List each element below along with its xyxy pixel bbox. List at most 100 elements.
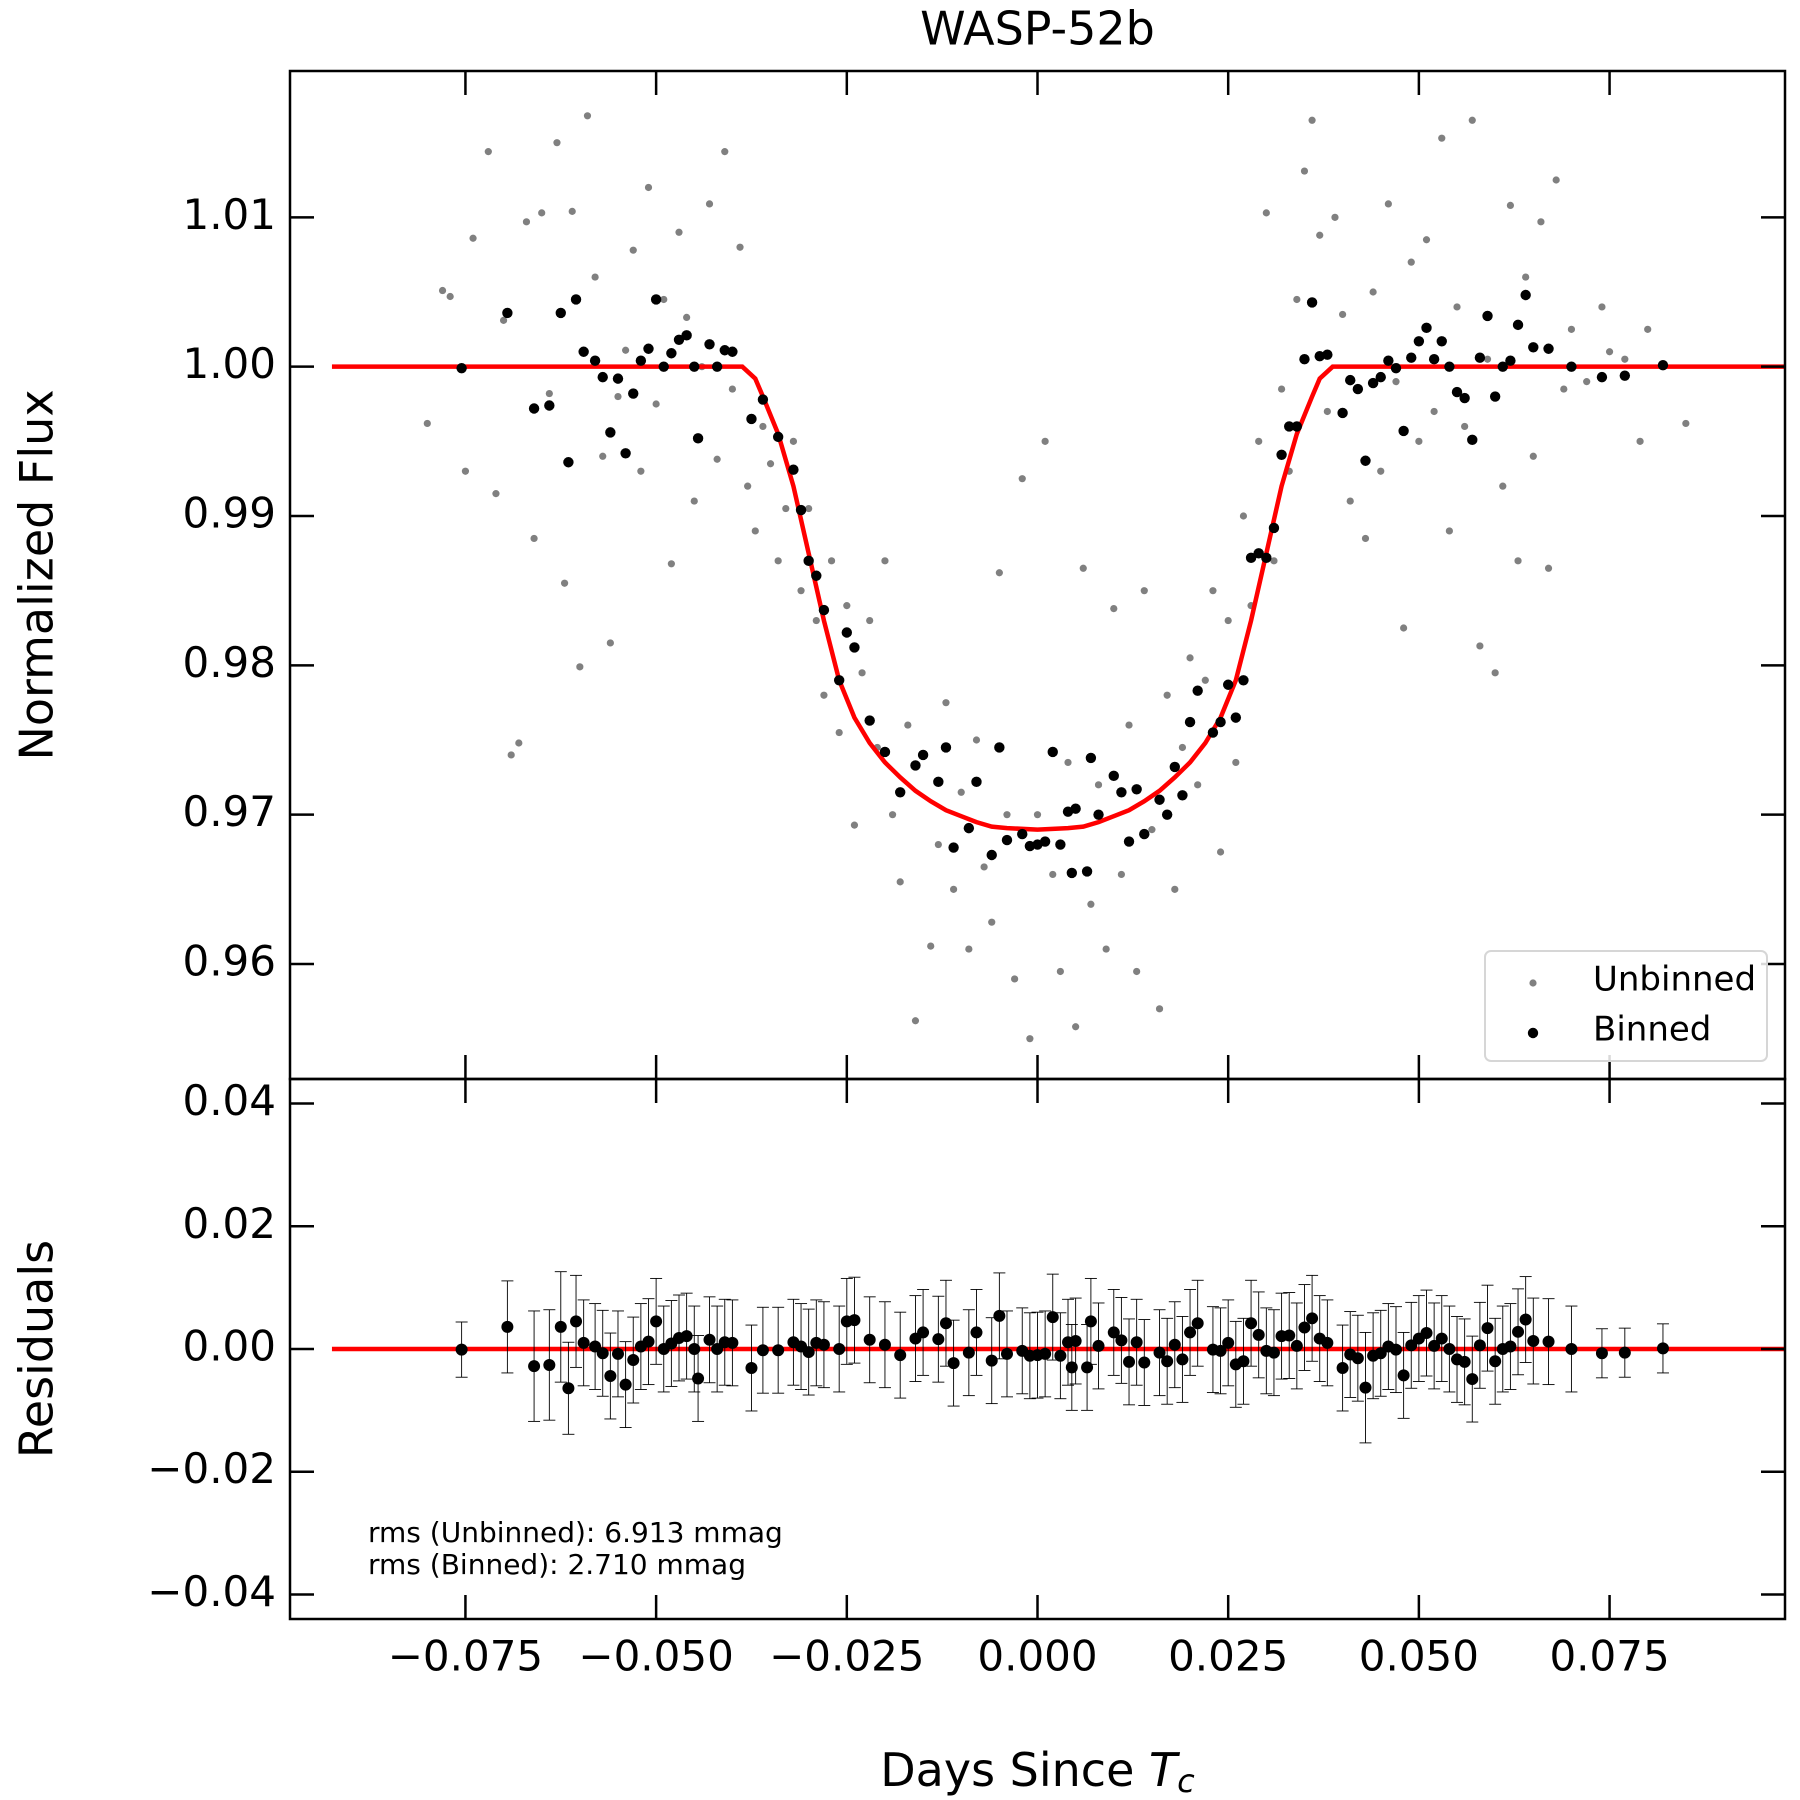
residual-point	[692, 1372, 705, 1385]
data-point	[1621, 355, 1629, 363]
residual-point	[1481, 1322, 1494, 1335]
data-point	[1064, 758, 1072, 767]
data-point	[1139, 828, 1150, 840]
data-point	[972, 736, 981, 744]
data-point	[1177, 790, 1188, 801]
data-point	[1123, 836, 1135, 847]
data-point	[994, 742, 1005, 753]
data-point	[772, 431, 784, 443]
residual-point	[1046, 1311, 1059, 1324]
data-point	[1322, 349, 1333, 360]
data-point	[1093, 809, 1104, 820]
data-point	[1476, 642, 1484, 650]
data-point	[759, 422, 767, 431]
residual-point	[1527, 1335, 1540, 1348]
x-tick-label: −0.025	[769, 1632, 924, 1681]
data-point	[515, 739, 523, 747]
data-point	[1001, 834, 1013, 846]
residual-point	[756, 1344, 769, 1357]
data-point	[1072, 1023, 1080, 1031]
data-point	[881, 557, 889, 565]
data-point	[1438, 134, 1446, 142]
data-point	[522, 218, 531, 226]
data-point	[1474, 352, 1486, 363]
data-point	[1400, 624, 1408, 632]
y-tick-label: −0.04	[147, 1567, 276, 1616]
data-point	[818, 604, 830, 616]
data-point	[1383, 355, 1394, 366]
x-tick-label: −0.050	[578, 1632, 733, 1681]
residual-point	[947, 1357, 960, 1370]
data-point	[1261, 552, 1272, 564]
residual-point	[1519, 1313, 1532, 1326]
data-point	[644, 183, 653, 192]
data-point	[1339, 310, 1347, 319]
data-point	[1041, 437, 1049, 445]
residual-point	[1420, 1327, 1433, 1340]
data-point	[1346, 497, 1354, 505]
residual-point	[1466, 1373, 1479, 1386]
residual-point	[680, 1330, 693, 1343]
residual-point	[1245, 1317, 1258, 1330]
data-point	[904, 721, 912, 729]
data-point	[1055, 839, 1066, 850]
data-point	[727, 346, 738, 357]
residual-point	[611, 1347, 624, 1360]
y-tick-label: 1.00	[182, 339, 276, 388]
x-tick-label: 0.075	[1549, 1632, 1669, 1681]
data-point	[1291, 421, 1303, 432]
data-point	[1033, 811, 1042, 819]
residual-point	[993, 1309, 1006, 1322]
data-point	[1215, 716, 1226, 728]
data-point	[614, 392, 622, 401]
residual-point	[1351, 1352, 1364, 1365]
data-point	[1026, 1035, 1034, 1043]
data-point	[1284, 421, 1295, 432]
data-point	[1056, 967, 1064, 976]
data-point	[1306, 297, 1318, 308]
data-point	[1506, 201, 1515, 209]
data-point	[1468, 116, 1476, 124]
x-tick-label: 0.025	[1168, 1632, 1288, 1681]
data-point	[1308, 116, 1316, 124]
data-point	[910, 760, 921, 771]
data-point	[1268, 522, 1280, 534]
data-point	[507, 751, 515, 759]
data-point	[1117, 870, 1126, 879]
residual-point	[1443, 1343, 1456, 1355]
data-point	[1560, 385, 1568, 393]
residual-point	[939, 1317, 952, 1330]
data-point	[438, 286, 447, 295]
data-point	[948, 842, 959, 853]
data-point	[704, 339, 715, 350]
data-point	[1497, 361, 1508, 372]
y-tick-label: 0.97	[182, 787, 276, 836]
data-point	[681, 330, 692, 341]
data-point	[1453, 303, 1461, 311]
legend-box	[1484, 950, 1768, 1062]
residual-point	[1039, 1347, 1052, 1360]
data-point	[1224, 616, 1232, 625]
data-point	[1087, 900, 1095, 908]
data-point	[1520, 289, 1531, 301]
data-point	[751, 527, 759, 535]
residual-point	[878, 1338, 891, 1351]
y-tick-label: 0.04	[182, 1076, 276, 1125]
data-point	[1682, 419, 1690, 428]
data-point	[530, 534, 538, 543]
data-point	[1216, 848, 1225, 856]
data-point	[667, 560, 675, 568]
data-point	[1544, 564, 1553, 572]
y-tick-label: 0.98	[182, 638, 276, 687]
data-point	[757, 394, 769, 405]
data-point	[1161, 809, 1173, 820]
y-tick-label: 0.96	[182, 937, 276, 986]
data-point	[675, 228, 683, 236]
data-point	[1293, 295, 1301, 304]
data-point	[927, 942, 935, 950]
residual-point	[1473, 1339, 1486, 1352]
data-point	[1407, 258, 1415, 266]
data-point	[1253, 548, 1264, 559]
data-point	[1110, 605, 1118, 613]
data-point	[1422, 236, 1431, 244]
